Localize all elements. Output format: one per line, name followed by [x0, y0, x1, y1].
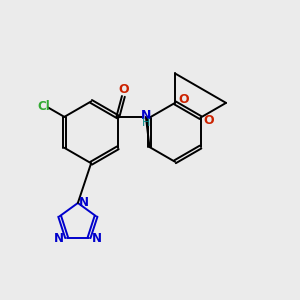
Text: H: H: [142, 118, 150, 128]
Text: N: N: [141, 110, 151, 122]
Text: Cl: Cl: [38, 100, 51, 113]
Text: O: O: [178, 93, 189, 106]
Text: N: N: [92, 232, 101, 245]
Text: N: N: [79, 196, 89, 209]
Text: N: N: [54, 232, 64, 245]
Text: O: O: [118, 83, 129, 96]
Text: O: O: [203, 114, 214, 127]
